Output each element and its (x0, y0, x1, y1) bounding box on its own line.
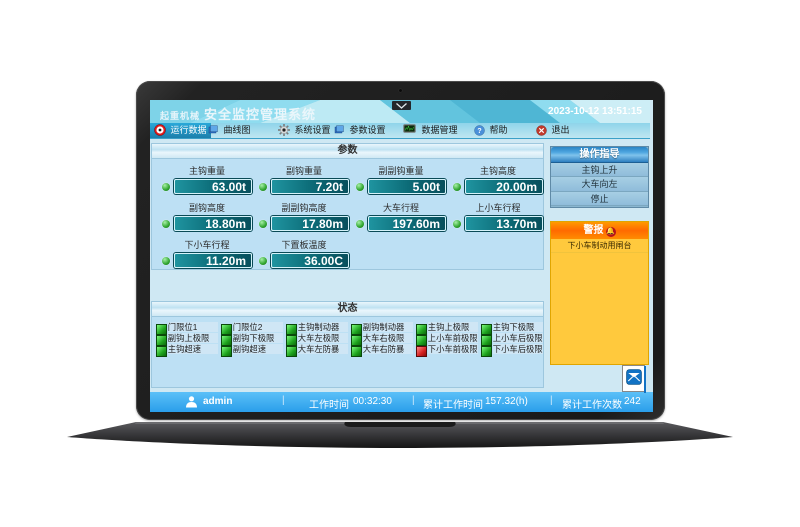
svg-text:?: ? (477, 128, 481, 135)
